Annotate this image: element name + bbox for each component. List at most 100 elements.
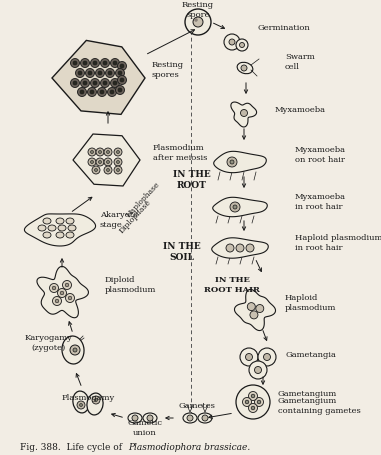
- Text: Resting
spore: Resting spore: [182, 1, 214, 19]
- Circle shape: [114, 158, 122, 166]
- Circle shape: [88, 148, 96, 156]
- Circle shape: [91, 59, 99, 67]
- Circle shape: [185, 9, 211, 35]
- Polygon shape: [37, 267, 88, 318]
- Text: Gametic
union: Gametic union: [128, 420, 163, 437]
- Ellipse shape: [43, 218, 51, 224]
- Circle shape: [193, 17, 203, 27]
- Text: Plasmodium
after meiosis: Plasmodium after meiosis: [153, 144, 207, 162]
- Ellipse shape: [48, 225, 56, 231]
- Ellipse shape: [43, 232, 51, 238]
- Circle shape: [255, 366, 261, 374]
- Circle shape: [70, 345, 80, 355]
- Circle shape: [132, 415, 138, 421]
- Circle shape: [224, 34, 240, 50]
- Circle shape: [103, 81, 107, 85]
- Circle shape: [194, 19, 197, 21]
- Circle shape: [251, 394, 255, 398]
- Circle shape: [248, 404, 258, 413]
- Circle shape: [94, 168, 98, 172]
- Polygon shape: [213, 197, 267, 217]
- Polygon shape: [24, 214, 96, 246]
- Polygon shape: [234, 289, 275, 331]
- Circle shape: [115, 69, 125, 77]
- Circle shape: [90, 90, 94, 94]
- Circle shape: [96, 158, 104, 166]
- Circle shape: [77, 401, 85, 409]
- Circle shape: [50, 283, 59, 293]
- Circle shape: [91, 151, 93, 153]
- Ellipse shape: [128, 413, 142, 423]
- Text: Diploid
plasmodium: Diploid plasmodium: [105, 276, 156, 293]
- Circle shape: [229, 39, 235, 45]
- Circle shape: [256, 304, 264, 313]
- Circle shape: [226, 244, 234, 252]
- Circle shape: [114, 148, 122, 156]
- Ellipse shape: [87, 393, 103, 415]
- Ellipse shape: [62, 336, 84, 364]
- Circle shape: [245, 354, 253, 360]
- Circle shape: [113, 81, 117, 85]
- Circle shape: [85, 69, 94, 77]
- Polygon shape: [231, 102, 256, 127]
- Circle shape: [93, 81, 97, 85]
- Circle shape: [242, 398, 251, 406]
- Circle shape: [187, 415, 193, 421]
- Circle shape: [92, 396, 100, 404]
- Circle shape: [80, 90, 84, 94]
- Text: Plasmodiophora brassicae.: Plasmodiophora brassicae.: [128, 443, 250, 451]
- Ellipse shape: [183, 413, 197, 423]
- Circle shape: [99, 151, 101, 153]
- Ellipse shape: [58, 225, 66, 231]
- Circle shape: [107, 151, 109, 153]
- Circle shape: [117, 151, 120, 153]
- Text: Haploid plasmodium
in root hair: Haploid plasmodium in root hair: [295, 234, 381, 252]
- Circle shape: [98, 71, 102, 75]
- Circle shape: [233, 205, 237, 209]
- Circle shape: [117, 161, 120, 163]
- Circle shape: [113, 61, 117, 65]
- Circle shape: [77, 87, 86, 96]
- Ellipse shape: [143, 413, 157, 423]
- Text: Karyogamy
(zygote): Karyogamy (zygote): [24, 334, 72, 352]
- Ellipse shape: [38, 225, 46, 231]
- Text: Gametangia: Gametangia: [285, 351, 336, 359]
- Ellipse shape: [66, 232, 74, 238]
- Circle shape: [52, 286, 56, 290]
- Circle shape: [70, 79, 80, 87]
- Ellipse shape: [73, 391, 89, 413]
- Polygon shape: [52, 40, 145, 114]
- Ellipse shape: [66, 218, 74, 224]
- Circle shape: [60, 291, 64, 295]
- Circle shape: [264, 354, 271, 360]
- Ellipse shape: [237, 62, 253, 74]
- Circle shape: [110, 79, 120, 87]
- Circle shape: [240, 348, 258, 366]
- Circle shape: [88, 87, 96, 96]
- Text: Fig. 388.  Life cycle of: Fig. 388. Life cycle of: [20, 443, 125, 451]
- Polygon shape: [73, 134, 140, 186]
- Circle shape: [240, 42, 245, 47]
- Circle shape: [107, 161, 109, 163]
- Circle shape: [114, 166, 122, 174]
- Text: Haplophase: Haplophase: [125, 181, 162, 219]
- Circle shape: [240, 110, 248, 116]
- Text: Gametangium: Gametangium: [278, 390, 337, 398]
- Text: Swarm
cell: Swarm cell: [285, 53, 315, 71]
- Circle shape: [55, 299, 59, 303]
- Ellipse shape: [198, 413, 212, 423]
- Circle shape: [118, 71, 122, 75]
- Text: Resting
spores: Resting spores: [152, 61, 184, 79]
- Circle shape: [107, 168, 109, 172]
- Circle shape: [236, 385, 270, 419]
- Circle shape: [257, 400, 261, 404]
- Circle shape: [78, 71, 82, 75]
- Circle shape: [120, 64, 124, 68]
- Circle shape: [245, 400, 249, 404]
- Circle shape: [98, 87, 107, 96]
- Circle shape: [65, 283, 69, 287]
- Circle shape: [96, 69, 104, 77]
- Circle shape: [80, 404, 83, 406]
- Ellipse shape: [56, 232, 64, 238]
- Circle shape: [70, 59, 80, 67]
